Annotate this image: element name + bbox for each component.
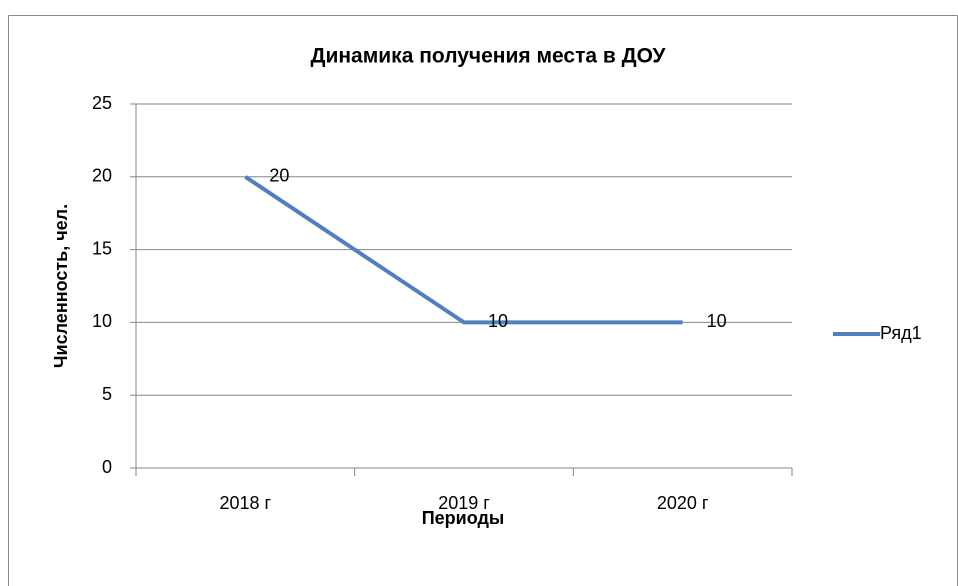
data-label: 20 (269, 166, 289, 186)
x-tick-label: 2018 г (220, 493, 272, 513)
legend-label: Ряд1 (880, 323, 922, 343)
y-tick-label: 15 (92, 238, 112, 258)
y-tick-label: 5 (102, 384, 112, 404)
data-line (244, 175, 683, 325)
data-label: 10 (488, 311, 508, 331)
y-tick-label: 0 (102, 457, 112, 477)
y-tick-label: 20 (92, 166, 112, 186)
x-tick-label: 2019 г (438, 493, 490, 513)
y-tick-label: 25 (92, 93, 112, 113)
y-tick-label: 10 (92, 311, 112, 331)
data-label: 10 (707, 311, 727, 331)
chart-title: Динамика получения места в ДОУ (311, 45, 667, 68)
y-axis-title: Численность, чел. (51, 204, 71, 368)
x-tick-label: 2020 г (657, 493, 709, 513)
x-axis-title: Периоды (422, 508, 505, 528)
